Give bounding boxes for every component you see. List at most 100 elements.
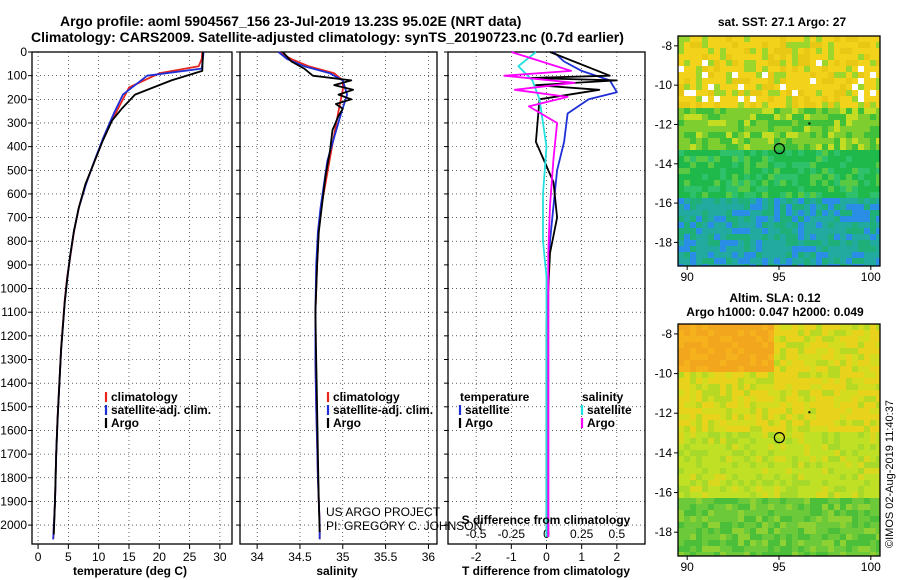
map-cell (732, 336, 738, 342)
map-cell (858, 528, 864, 534)
map-cell (780, 222, 786, 228)
map-cell (678, 420, 684, 426)
map-cell (786, 486, 792, 492)
map-cell (750, 234, 756, 240)
map-cell (858, 132, 864, 138)
map-cell (762, 240, 768, 246)
map-cell (858, 450, 864, 456)
map-cell (768, 162, 774, 168)
map-cell (750, 42, 756, 48)
map-cell (720, 348, 726, 354)
map-cell (786, 132, 792, 138)
map-cell (696, 36, 702, 42)
map-cell (870, 54, 876, 60)
map-cell (762, 168, 768, 174)
map-cell (858, 162, 864, 168)
map-cell (684, 534, 690, 540)
map-cell (708, 492, 714, 498)
map-cell (786, 546, 792, 552)
map-cell (738, 186, 744, 192)
map-cell (876, 414, 880, 420)
map-cell (858, 498, 864, 504)
map-cell (876, 402, 880, 408)
map-cell (810, 348, 816, 354)
map-cell (762, 174, 768, 180)
map-cell (876, 474, 880, 480)
map-cell (786, 204, 792, 210)
map-cell (792, 144, 798, 150)
map-cell (786, 450, 792, 456)
map-cell (876, 96, 880, 102)
map-cell (744, 552, 750, 556)
map-cell (756, 456, 762, 462)
map-cell (870, 192, 876, 198)
map-cell (816, 504, 822, 510)
map-cell (786, 150, 792, 156)
map-cell (702, 450, 708, 456)
map-cell (804, 402, 810, 408)
map-cell (822, 66, 828, 72)
map-cell (846, 462, 852, 468)
map-cell (714, 198, 720, 204)
map-cell (852, 246, 858, 252)
map-cell (810, 390, 816, 396)
map-cell (876, 390, 880, 396)
y-tick-label: 100 (7, 69, 27, 83)
map-cell (774, 192, 780, 198)
map-cell (852, 396, 858, 402)
map-cell (768, 78, 774, 84)
map-cell (798, 540, 804, 546)
map-cell (786, 84, 792, 90)
map-cell (756, 414, 762, 420)
map-cell (834, 210, 840, 216)
map-cell (714, 96, 720, 102)
map-cell (732, 342, 738, 348)
map-cell (876, 330, 880, 336)
map-cell (822, 408, 828, 414)
map-cell (720, 246, 726, 252)
track-mark (808, 411, 811, 414)
map-cell (846, 480, 852, 486)
map-cell (744, 264, 750, 266)
map-cell (702, 222, 708, 228)
map-cell (744, 390, 750, 396)
map-cell (726, 522, 732, 528)
map-cell (822, 150, 828, 156)
map-cell (786, 144, 792, 150)
series-line (277, 51, 349, 540)
map-cell (726, 504, 732, 510)
map-cell (690, 516, 696, 522)
map-cell (840, 354, 846, 360)
map-cell (804, 156, 810, 162)
map-cell (792, 384, 798, 390)
map-cell (696, 552, 702, 556)
series-line (528, 51, 618, 537)
map-cell (834, 456, 840, 462)
map-cell (780, 246, 786, 252)
map-cell (816, 534, 822, 540)
map-cell (864, 168, 870, 174)
map-cell (738, 180, 744, 186)
map-cell (726, 96, 732, 102)
map-cell (684, 90, 690, 96)
map-cell (708, 210, 714, 216)
map-cell (852, 132, 858, 138)
map-cell (684, 486, 690, 492)
map-cell (678, 480, 684, 486)
map-cell (876, 528, 880, 534)
map-cell (780, 96, 786, 102)
map-cell (714, 54, 720, 60)
map-cell (726, 534, 732, 540)
map-cell (750, 330, 756, 336)
map-cell (852, 120, 858, 126)
map-cell (828, 174, 834, 180)
map-cell (762, 462, 768, 468)
map-cell (690, 552, 696, 556)
x-tick-label: -1 (506, 550, 517, 564)
map-cell (876, 534, 880, 540)
map-cell (750, 120, 756, 126)
map-cell (834, 156, 840, 162)
map-cell (744, 402, 750, 408)
map-cell (870, 132, 876, 138)
map-cell (690, 198, 696, 204)
